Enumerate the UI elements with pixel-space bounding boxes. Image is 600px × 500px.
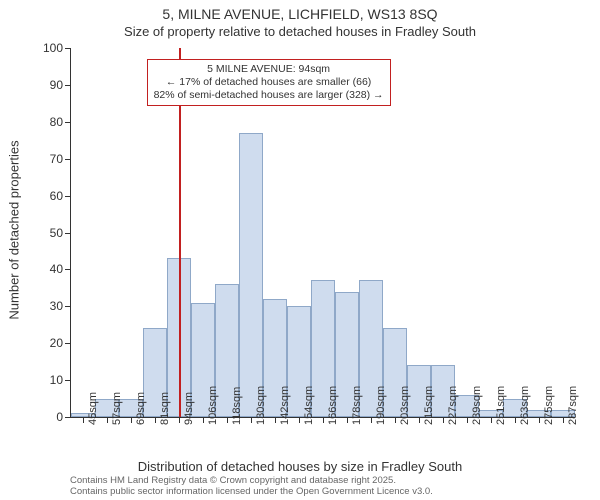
x-tick-label: 178sqm — [351, 386, 363, 425]
x-tick-label: 130sqm — [255, 386, 267, 425]
x-tick-label: 275sqm — [543, 386, 555, 425]
annotation-line: ← 17% of detached houses are smaller (66… — [154, 76, 384, 89]
x-tick-label: 263sqm — [519, 386, 531, 425]
x-tick-label: 166sqm — [327, 386, 339, 425]
x-tick-label: 45sqm — [87, 392, 99, 425]
annotation-box: 5 MILNE AVENUE: 94sqm ← 17% of detached … — [147, 59, 391, 106]
attribution-line: Contains public sector information licen… — [70, 487, 575, 498]
y-tick-label: 50 — [50, 226, 71, 240]
x-tick-label: 251sqm — [495, 386, 507, 425]
x-tick-label: 190sqm — [375, 386, 387, 425]
x-tick-label: 227sqm — [447, 386, 459, 425]
x-tick-label: 106sqm — [207, 386, 219, 425]
annotation-line: 82% of semi-detached houses are larger (… — [154, 89, 384, 102]
y-tick-label: 10 — [50, 373, 71, 387]
y-tick-label: 0 — [56, 410, 71, 424]
y-tick-label: 60 — [50, 189, 71, 203]
x-tick-label: 142sqm — [279, 386, 291, 425]
y-tick-label: 30 — [50, 299, 71, 313]
page-title: 5, MILNE AVENUE, LICHFIELD, WS13 8SQ — [0, 0, 600, 24]
x-tick-label: 154sqm — [303, 386, 315, 425]
x-tick-label: 94sqm — [183, 392, 195, 425]
bar — [239, 133, 263, 417]
x-tick-label: 57sqm — [111, 392, 123, 425]
page-subtitle: Size of property relative to detached ho… — [0, 24, 600, 40]
x-tick-label: 287sqm — [567, 386, 579, 425]
y-tick-label: 100 — [43, 41, 71, 55]
x-axis-label: Distribution of detached houses by size … — [0, 459, 600, 474]
y-tick-label: 20 — [50, 336, 71, 350]
y-axis-label: Number of detached properties — [7, 140, 22, 319]
x-tick-label: 203sqm — [399, 386, 411, 425]
x-tick-label: 81sqm — [159, 392, 171, 425]
y-tick-label: 40 — [50, 262, 71, 276]
x-tick-label: 118sqm — [231, 387, 243, 425]
annotation-line: 5 MILNE AVENUE: 94sqm — [154, 63, 384, 76]
y-tick-label: 90 — [50, 78, 71, 92]
y-tick-label: 70 — [50, 152, 71, 166]
attribution-text: Contains HM Land Registry data © Crown c… — [70, 476, 575, 498]
x-tick-label: 239sqm — [471, 386, 483, 425]
chart-plot-area: 5 MILNE AVENUE: 94sqm ← 17% of detached … — [70, 48, 575, 418]
x-tick-label: 215sqm — [423, 386, 435, 425]
x-tick-label: 69sqm — [135, 392, 147, 425]
y-tick-label: 80 — [50, 115, 71, 129]
